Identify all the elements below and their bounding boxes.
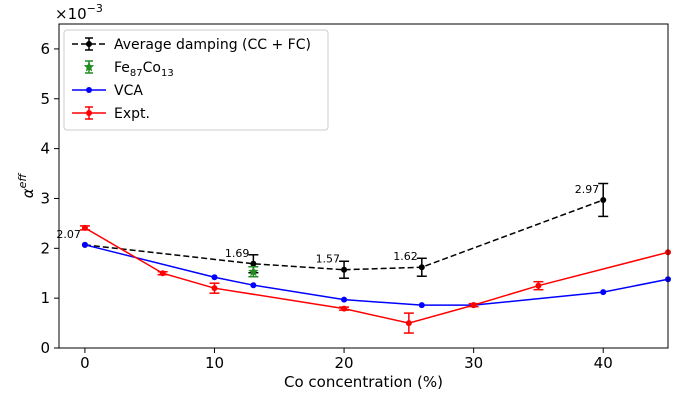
- series-layer: [79, 182, 671, 334]
- legend-label-sub: 13: [161, 68, 174, 79]
- x-tick-label: 10: [205, 354, 224, 372]
- data-point: [418, 302, 425, 309]
- series-line: [84, 244, 669, 306]
- y-tick-label: 4: [40, 140, 50, 158]
- series-line: [84, 199, 604, 271]
- data-label: 2.97: [575, 183, 600, 196]
- series-0: [81, 182, 609, 279]
- y-tick-label: 5: [40, 90, 50, 108]
- y-tick-label: 6: [40, 40, 50, 58]
- x-tick-label: 20: [335, 354, 354, 372]
- series-line: [84, 227, 669, 324]
- x-tick-label: 30: [464, 354, 483, 372]
- data-label: 1.69: [225, 247, 250, 260]
- y-scale-base: ×10: [55, 5, 87, 23]
- legend-rows: Average damping (CC + FC) Fe87Co13 VCA Expt…: [72, 37, 311, 122]
- series-2: [81, 241, 671, 309]
- annotations-layer: 2.07 1.69 1.57 1.62 2.97: [56, 183, 599, 266]
- data-point: [341, 266, 348, 273]
- data-point: [211, 274, 218, 281]
- x-tick-label: 0: [80, 354, 90, 372]
- data-point: [81, 241, 88, 248]
- data-point: [341, 296, 348, 303]
- legend-label: Average damping (CC + FC): [114, 37, 311, 53]
- data-point: [600, 289, 607, 296]
- legend: Average damping (CC + FC) Fe87Co13 VCA Expt…: [63, 29, 329, 131]
- y-axis-label-superscript: eff: [16, 173, 29, 189]
- data-point: [81, 224, 88, 231]
- legend-marker: [86, 110, 92, 116]
- legend-label: Expt.: [114, 106, 150, 122]
- y-scale-exponent: −3: [87, 2, 103, 15]
- legend-label-part: Fe: [114, 60, 130, 76]
- y-tick-label: 2: [40, 239, 50, 257]
- y-tick-label: 1: [40, 289, 50, 307]
- data-label: 1.62: [393, 250, 418, 263]
- legend-label: VCA: [114, 83, 143, 99]
- legend-marker: [83, 61, 95, 72]
- data-point: [211, 285, 218, 292]
- legend-entry: Expt.: [72, 106, 150, 122]
- legend-label-sub: 87: [130, 68, 143, 79]
- data-point: [600, 196, 607, 203]
- data-point: [341, 305, 348, 312]
- data-label: 2.07: [56, 228, 81, 241]
- data-point: [535, 282, 542, 289]
- axes-layer: 0 10 20 30 40 0 1 2 3 4 5 6: [40, 40, 612, 372]
- x-tick-label: 40: [594, 354, 613, 372]
- legend-entry: VCA: [72, 83, 143, 99]
- legend-label: Fe87Co13: [114, 60, 174, 79]
- x-axis-label: Co concentration (%): [284, 373, 443, 391]
- series-3: [79, 224, 671, 334]
- legend-entry: Fe87Co13: [83, 60, 174, 79]
- legend-box: [63, 29, 329, 131]
- data-label: 1.57: [316, 253, 341, 266]
- legend-label-part: Co: [143, 60, 161, 76]
- y-tick-label: 3: [40, 189, 50, 207]
- data-point: [418, 264, 425, 271]
- legend-marker: [86, 41, 92, 47]
- plot-frame: [58, 23, 669, 349]
- y-tick-label: 0: [40, 339, 50, 357]
- data-point: [470, 302, 477, 309]
- data-point: [250, 260, 257, 267]
- series-1: [248, 266, 259, 278]
- y-axis-label: αeff: [16, 173, 37, 199]
- y-scale-label: ×10−3: [55, 2, 103, 23]
- data-point: [159, 270, 166, 277]
- y-axis-label-symbol: α: [19, 188, 37, 198]
- data-point: [405, 320, 412, 327]
- data-point: [248, 266, 259, 277]
- legend-marker: [86, 87, 92, 93]
- legend-entry: Average damping (CC + FC): [72, 37, 311, 53]
- data-point: [250, 282, 257, 289]
